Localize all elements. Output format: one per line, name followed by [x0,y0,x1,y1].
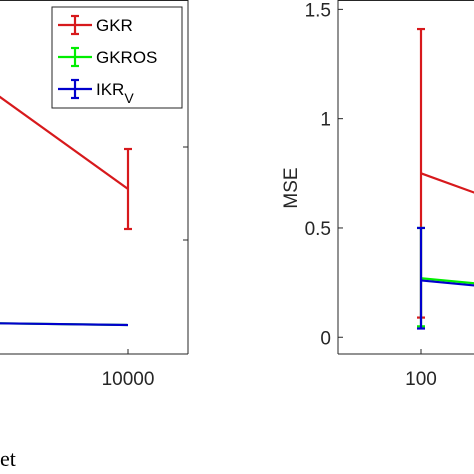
legend-label: GKR [96,16,133,35]
left-ticks [127,146,188,354]
right-ticks: 0 0.5 1 1.5 [305,0,422,354]
series-line [420,279,474,287]
legend-label-subscript: V [124,90,134,106]
right-panel: 0 0.5 1 1.5 100 MSE [281,0,474,390]
y-tick-label: 0.5 [305,219,331,240]
y-tick-label: 1 [320,110,331,131]
series-line [420,277,474,285]
legend-box [51,6,183,109]
y-tick-label: 1.5 [305,0,331,21]
series-line [420,172,474,194]
x-tick-label: 100 [405,369,437,390]
x-tick-label: 10000 [102,369,155,390]
series-line [0,322,129,327]
series-line [0,95,129,190]
caption-text: et [0,446,16,471]
left-series [0,95,132,327]
legend-label: GKROS [96,48,157,67]
right-series [417,27,474,330]
y-axis-label: MSE [281,167,302,208]
y-tick-label: 0 [320,328,331,349]
